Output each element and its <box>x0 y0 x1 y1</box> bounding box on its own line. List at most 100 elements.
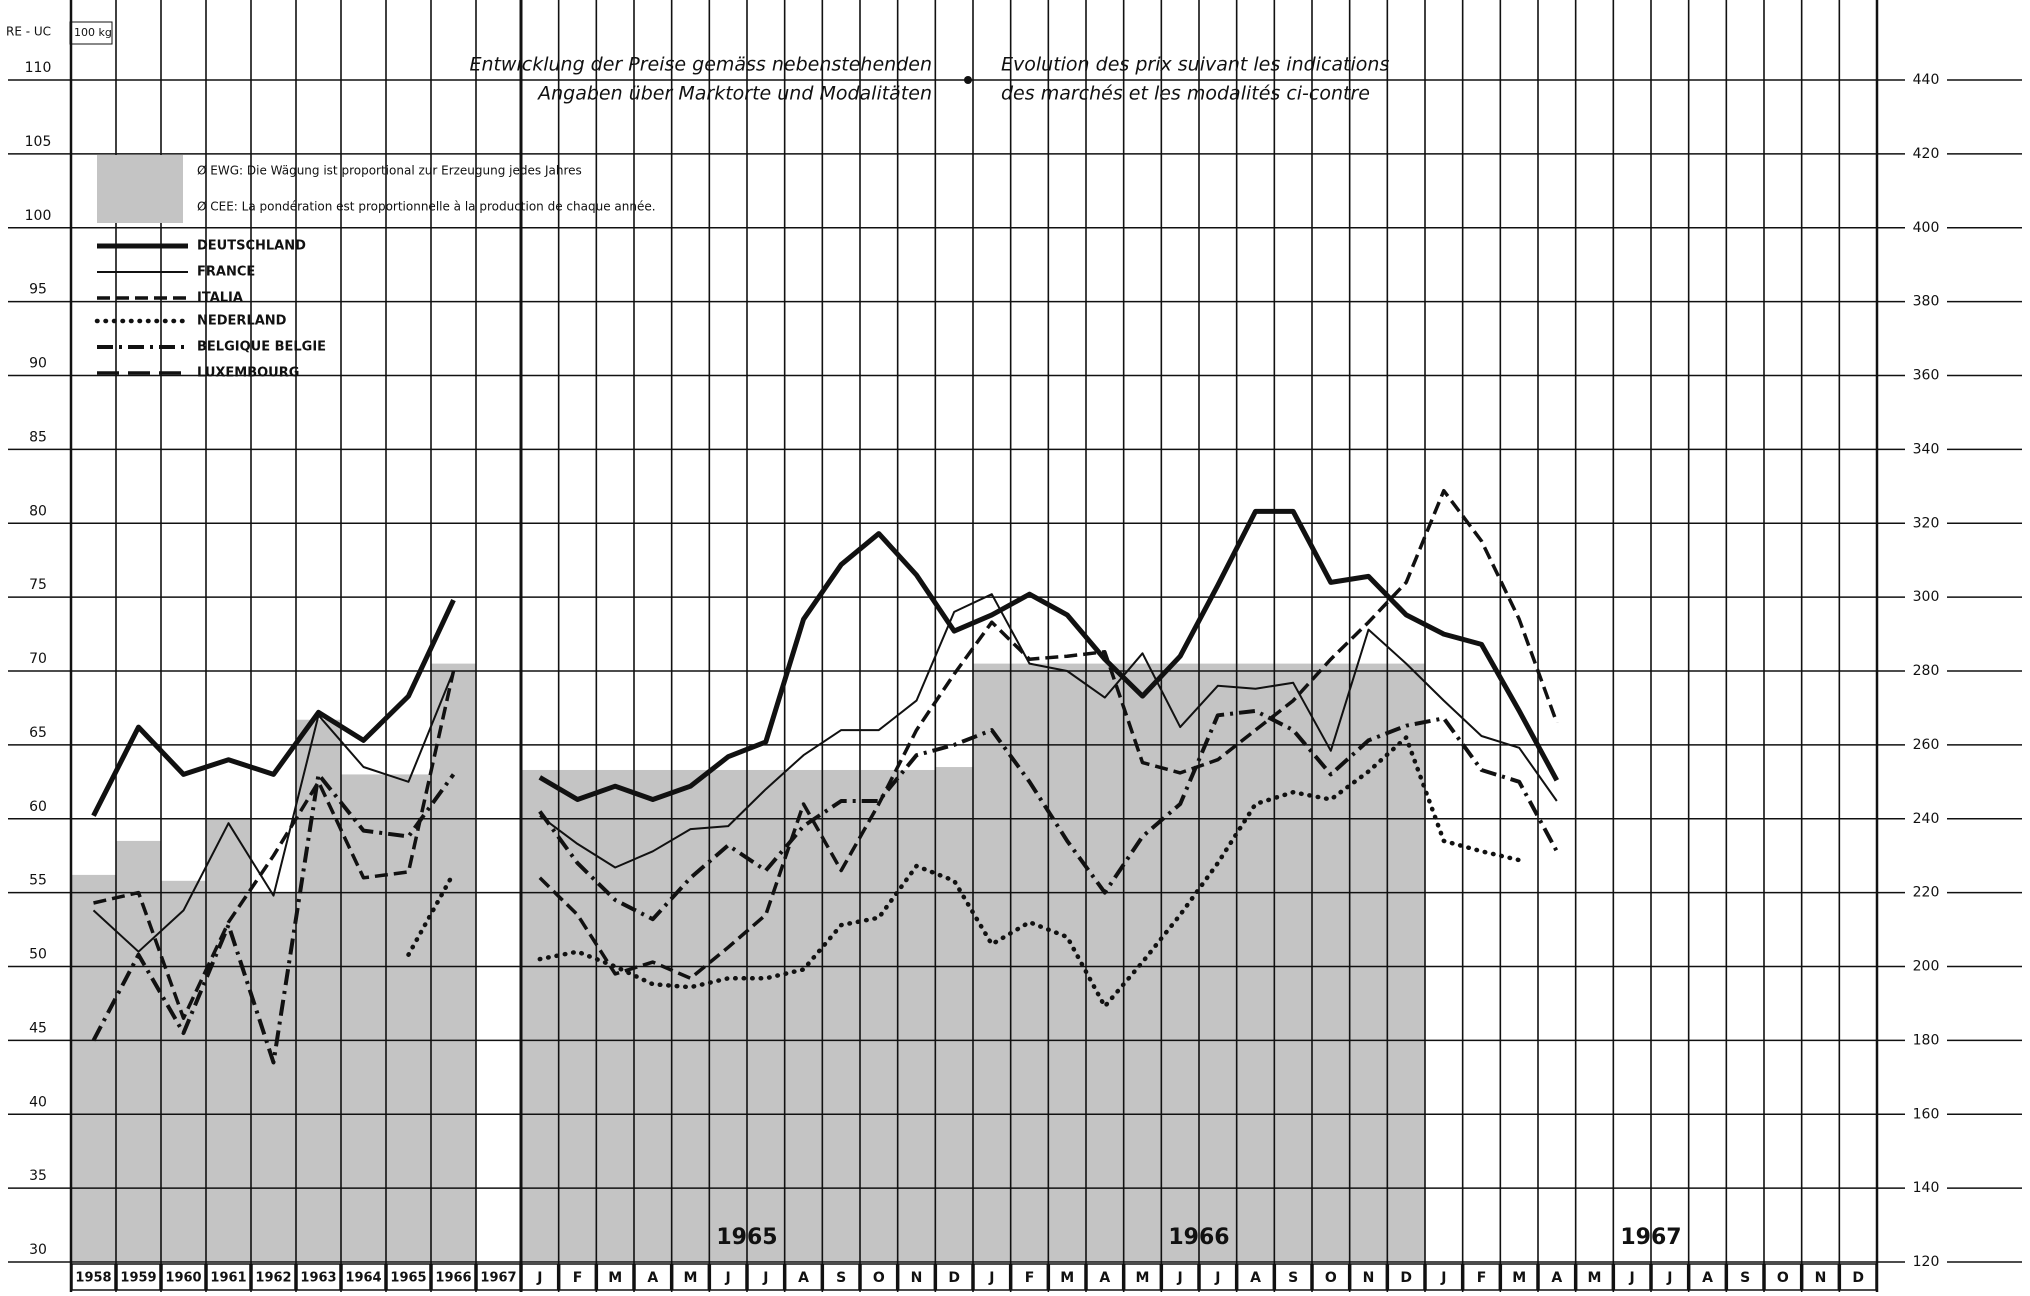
unit-label: RE - UC <box>6 25 51 39</box>
y-tick-label: 60 <box>29 799 47 815</box>
average-bar <box>1349 663 1388 1262</box>
average-bar <box>161 880 206 1262</box>
y2-tick-label: 340 <box>1913 441 1940 457</box>
average-bar <box>822 769 860 1262</box>
category-cell <box>1651 1263 1689 1291</box>
y2-tick-label: 200 <box>1913 959 1940 975</box>
average-bar <box>1161 663 1199 1262</box>
category-cell <box>1500 1263 1538 1291</box>
x-tick-label: J <box>1666 1270 1672 1286</box>
x-tick-label: O <box>1325 1270 1337 1286</box>
category-cell <box>1462 1263 1501 1291</box>
x-tick-label: D <box>948 1270 960 1286</box>
x-tick-label: S <box>1740 1270 1750 1286</box>
category-cell <box>1688 1263 1727 1291</box>
category-cell <box>1010 1263 1049 1291</box>
category-cell <box>1801 1263 1840 1291</box>
y-tick-label: 110 <box>25 60 52 76</box>
period-label: 1967 <box>1620 1225 1681 1250</box>
category-cell <box>1199 1263 1237 1291</box>
y-tick-label: 30 <box>29 1242 47 1258</box>
category-cell <box>296 1263 341 1291</box>
category-cell <box>206 1263 251 1291</box>
average-bar <box>1010 663 1049 1262</box>
legend-average-swatch <box>97 155 183 223</box>
category-cell <box>558 1263 597 1291</box>
category-cell <box>1575 1263 1614 1291</box>
average-bar <box>251 892 296 1262</box>
x-tick-label: N <box>1363 1270 1375 1286</box>
x-tick-label: A <box>1250 1270 1261 1286</box>
x-tick-label: A <box>1099 1270 1110 1286</box>
y-tick-label: 70 <box>29 651 47 667</box>
x-tick-label: S <box>1288 1270 1298 1286</box>
x-tick-label: 1962 <box>255 1271 291 1286</box>
category-cell <box>671 1263 710 1291</box>
category-cell <box>860 1263 898 1291</box>
category-cell <box>747 1263 785 1291</box>
x-tick-label: 1958 <box>75 1271 111 1286</box>
x-tick-label: O <box>873 1270 885 1286</box>
y-tick-label: 100 <box>25 208 52 224</box>
x-tick-label: 1963 <box>300 1271 336 1286</box>
average-bar <box>296 719 341 1262</box>
y2-tick-label: 440 <box>1913 72 1940 88</box>
category-cell <box>1123 1263 1162 1291</box>
category-cell <box>709 1263 747 1291</box>
x-tick-label: S <box>836 1270 846 1286</box>
x-tick-label: N <box>911 1270 923 1286</box>
category-cell <box>1048 1263 1086 1291</box>
average-bar <box>1387 663 1425 1262</box>
y-tick-label: 40 <box>29 1094 47 1110</box>
y-tick-label: 55 <box>29 873 47 889</box>
x-tick-label: D <box>1400 1270 1412 1286</box>
average-bar <box>897 769 936 1262</box>
period-label: 1965 <box>716 1225 777 1250</box>
category-cell <box>1613 1263 1651 1291</box>
category-cell <box>1839 1263 1877 1291</box>
y2-tick-label: 120 <box>1913 1254 1940 1270</box>
average-bar <box>860 769 898 1262</box>
y-tick-label: 95 <box>29 282 47 298</box>
category-cell <box>521 1263 559 1291</box>
x-tick-label: A <box>798 1270 809 1286</box>
y2-tick-label: 220 <box>1913 885 1940 901</box>
average-bar <box>386 774 431 1262</box>
category-cell <box>935 1263 973 1291</box>
legend-label: DEUTSCHLAND <box>197 239 306 254</box>
title-dot <box>964 76 972 84</box>
title-fr: Evolution des prix suivant les indicatio… <box>1001 54 1389 76</box>
category-cell <box>251 1263 296 1291</box>
x-tick-label: M <box>1512 1270 1526 1286</box>
average-bar <box>935 767 973 1262</box>
x-tick-label: M <box>1588 1270 1602 1286</box>
category-cell <box>476 1263 521 1291</box>
category-cell <box>822 1263 860 1291</box>
average-bar <box>596 769 634 1262</box>
title-fr: des marchés et les modalités ci-contre <box>1001 83 1370 105</box>
average-bar <box>1236 663 1275 1262</box>
y2-tick-label: 260 <box>1913 737 1940 753</box>
category-cell <box>1086 1263 1124 1291</box>
average-bar <box>1199 663 1237 1262</box>
x-tick-label: M <box>1060 1270 1074 1286</box>
y2-tick-label: 280 <box>1913 663 1940 679</box>
legend-label: ITALIA <box>197 291 243 306</box>
category-cell <box>634 1263 672 1291</box>
series-line <box>91 508 1559 817</box>
x-tick-label: J <box>762 1270 768 1286</box>
category-cell <box>161 1263 206 1291</box>
x-tick-label: M <box>684 1270 698 1286</box>
category-cell <box>973 1263 1011 1291</box>
average-bar <box>521 769 559 1262</box>
y-tick-label: 105 <box>25 134 52 150</box>
average-bar <box>1048 663 1086 1262</box>
category-cell <box>784 1263 823 1291</box>
category-cell <box>1349 1263 1388 1291</box>
y2-tick-label: 380 <box>1913 294 1940 310</box>
x-tick-label: 1967 <box>480 1271 516 1286</box>
average-bar <box>1312 663 1350 1262</box>
category-cell <box>341 1263 386 1291</box>
series-line <box>406 735 1522 1009</box>
